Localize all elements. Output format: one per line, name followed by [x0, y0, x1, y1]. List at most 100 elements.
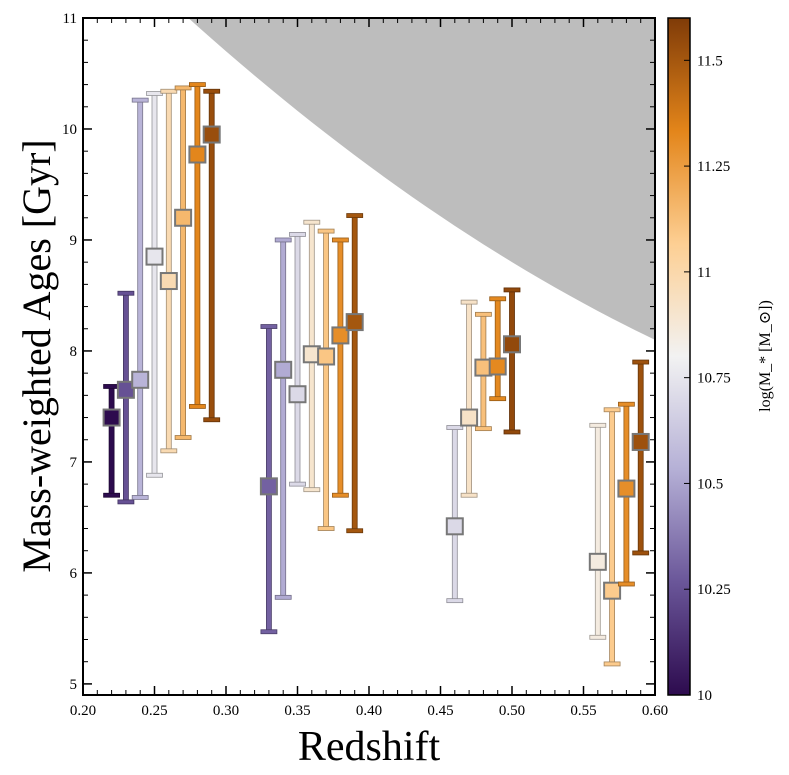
data-point-22 — [617, 401, 636, 587]
point-marker — [116, 380, 135, 399]
error-bar — [637, 361, 644, 554]
y-tick-label: 8 — [70, 344, 78, 360]
error-cap-upper — [274, 237, 292, 243]
data-point-4 — [159, 88, 178, 454]
error-cap-upper — [632, 359, 650, 365]
error-bar — [280, 239, 287, 598]
error-cap-lower — [131, 495, 149, 500]
error-cap-lower — [589, 634, 607, 640]
data-point-17 — [474, 311, 493, 432]
point-marker — [145, 247, 164, 266]
error-cap-lower — [103, 492, 120, 498]
point-marker — [274, 360, 293, 379]
error-cap-lower — [618, 581, 635, 587]
error-bar — [594, 424, 601, 638]
error-bar — [323, 230, 330, 529]
point-marker — [631, 432, 650, 451]
data-point-3 — [145, 91, 164, 478]
data-point-6 — [188, 82, 207, 409]
error-bar — [180, 87, 187, 438]
point-marker — [188, 145, 207, 164]
error-cap-upper — [589, 422, 607, 428]
error-cap-lower — [203, 417, 221, 423]
point-marker — [488, 357, 507, 376]
point-marker — [460, 408, 479, 427]
data-point-7 — [202, 88, 221, 423]
colorbar-tick-label: 11.25 — [697, 159, 730, 175]
point-marker — [603, 581, 622, 600]
point-marker — [331, 326, 350, 345]
error-cap-upper — [446, 425, 464, 430]
point-marker — [288, 385, 307, 404]
data-point-8 — [259, 324, 278, 635]
data-point-14 — [345, 213, 364, 534]
x-tick-label: 0.40 — [356, 703, 382, 719]
y-tick-label: 5 — [70, 677, 78, 693]
error-cap-lower — [160, 448, 178, 454]
x-tick-label: 0.35 — [284, 703, 310, 719]
x-tick-label: 0.60 — [642, 703, 668, 719]
data-point-18 — [488, 296, 507, 402]
x-tick-label: 0.20 — [70, 703, 96, 719]
error-bar — [294, 234, 301, 485]
point-marker — [445, 517, 464, 536]
data-point-20 — [588, 422, 607, 640]
colorbar-label: log(M_* [M_⊙]) — [757, 300, 774, 412]
error-cap-upper — [260, 324, 278, 329]
x-tick-label: 0.25 — [141, 703, 167, 719]
error-cap-lower — [331, 492, 349, 498]
point-marker — [503, 335, 521, 354]
error-cap-lower — [460, 492, 478, 498]
colorbar-ticks: 10 10.25 10.5 10.75 11 11.25 11.5 — [684, 53, 731, 704]
point-marker — [102, 408, 121, 427]
point-marker — [317, 347, 336, 366]
y-axis-title: Mass-weighted Ages [Gyr] — [14, 139, 59, 572]
x-axis-title: Redshift — [298, 724, 441, 770]
y-tick-label: 11 — [63, 11, 77, 27]
error-cap-upper — [188, 82, 206, 87]
error-cap-upper — [460, 299, 478, 305]
point-marker — [131, 370, 150, 389]
error-bar — [194, 84, 201, 407]
point-marker — [588, 552, 607, 571]
error-cap-lower — [117, 499, 135, 505]
error-cap-lower — [603, 661, 621, 667]
error-cap-lower — [346, 528, 364, 534]
data-point-1 — [116, 290, 135, 505]
data-point-12 — [317, 228, 336, 531]
error-bar — [609, 409, 615, 665]
colorbar-label-text: log(M_* [M_⊙]) — [757, 300, 774, 412]
error-bar — [108, 386, 115, 496]
point-marker — [617, 479, 636, 498]
error-cap-upper — [603, 407, 621, 413]
colorbar-gradient — [667, 17, 691, 696]
error-bar — [151, 93, 158, 476]
x-axis: 0.20 0.25 0.30 0.35 0.40 0.45 0.50 0.55 0.60 — [70, 18, 668, 719]
error-cap-upper — [160, 88, 178, 94]
y-tick-label: 9 — [70, 233, 78, 249]
error-cap-upper — [146, 91, 163, 96]
error-cap-lower — [503, 429, 521, 435]
point-marker — [174, 208, 193, 227]
error-cap-upper — [203, 88, 221, 94]
x-tick-label: 0.45 — [427, 703, 453, 719]
error-cap-upper — [489, 296, 507, 302]
data-point-10 — [288, 232, 307, 487]
error-cap-upper — [117, 290, 135, 296]
y-tick-label: 6 — [70, 566, 78, 582]
point-marker — [202, 125, 221, 144]
error-cap-upper — [303, 219, 321, 225]
data-point-13 — [331, 237, 350, 498]
error-cap-upper — [474, 311, 492, 317]
data-point-5 — [174, 85, 193, 440]
colorbar-tick-label: 10.5 — [697, 476, 723, 492]
error-cap-upper — [317, 228, 335, 234]
x-tick-label: 0.50 — [499, 703, 525, 719]
y-axis: 5 6 7 8 9 10 11 — [62, 11, 655, 693]
error-cap-upper — [331, 237, 349, 243]
error-cap-upper — [503, 287, 521, 293]
error-cap-lower — [474, 426, 492, 432]
colorbar-tick-label: 11.5 — [697, 53, 723, 69]
error-cap-upper — [346, 213, 364, 218]
